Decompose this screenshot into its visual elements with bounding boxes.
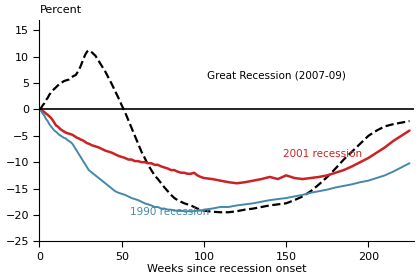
Text: Percent: Percent xyxy=(39,5,81,15)
Text: 2001 recession: 2001 recession xyxy=(283,149,362,159)
X-axis label: Weeks since recession onset: Weeks since recession onset xyxy=(147,264,307,274)
Text: Great Recession (2007-09): Great Recession (2007-09) xyxy=(207,70,346,80)
Text: 1990 recession: 1990 recession xyxy=(130,207,209,217)
